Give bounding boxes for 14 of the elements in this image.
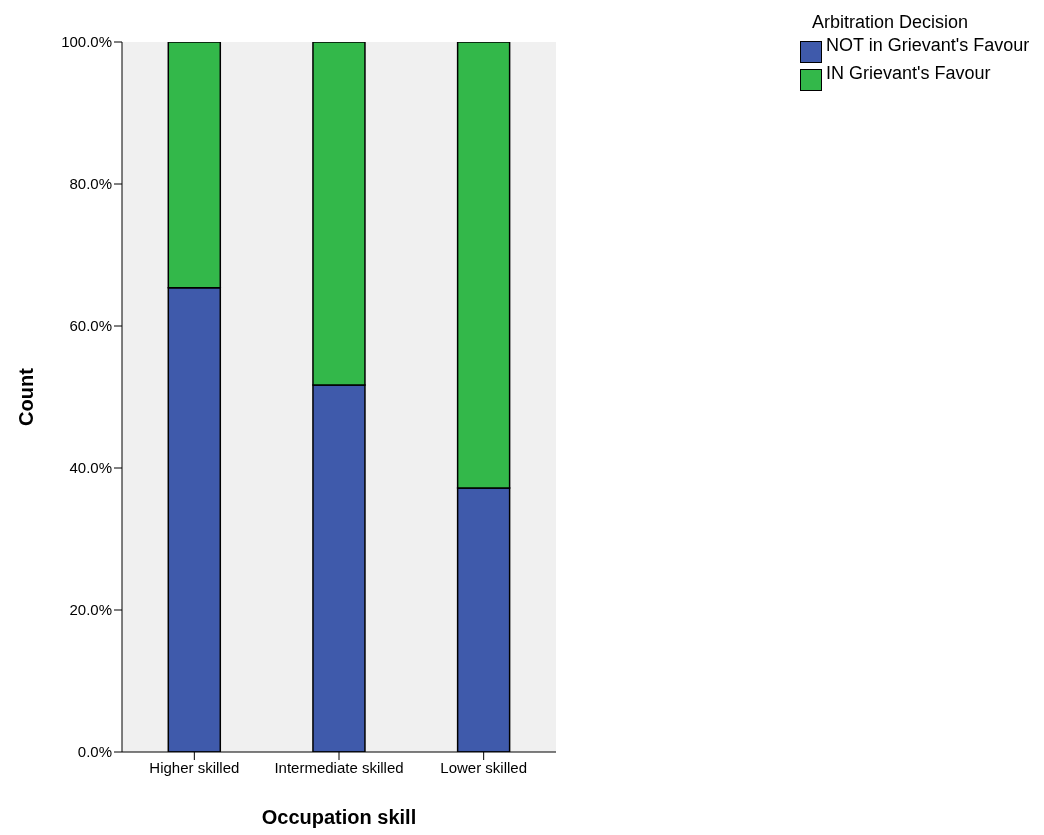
y-tick-label: 60.0%: [69, 317, 112, 335]
legend-title: Arbitration Decision: [812, 12, 970, 33]
legend-label: IN Grievant's Favour: [826, 63, 991, 83]
x-tick-label: Intermediate skilled: [274, 758, 404, 776]
x-tick-label: Higher skilled: [149, 758, 240, 776]
y-tick-label: 20.0%: [69, 601, 112, 619]
y-axis-title: Count: [15, 367, 38, 426]
y-tick-label: 100.0%: [61, 33, 112, 51]
y-tick-label: 0.0%: [77, 743, 112, 761]
legend-label: NOT in Grievant's Favour: [826, 35, 1030, 55]
x-axis-title: Occupation skill: [261, 806, 417, 829]
x-tick-label: Lower skilled: [440, 758, 528, 776]
y-tick-label: 40.0%: [69, 459, 112, 477]
y-tick-label: 80.0%: [69, 175, 112, 193]
